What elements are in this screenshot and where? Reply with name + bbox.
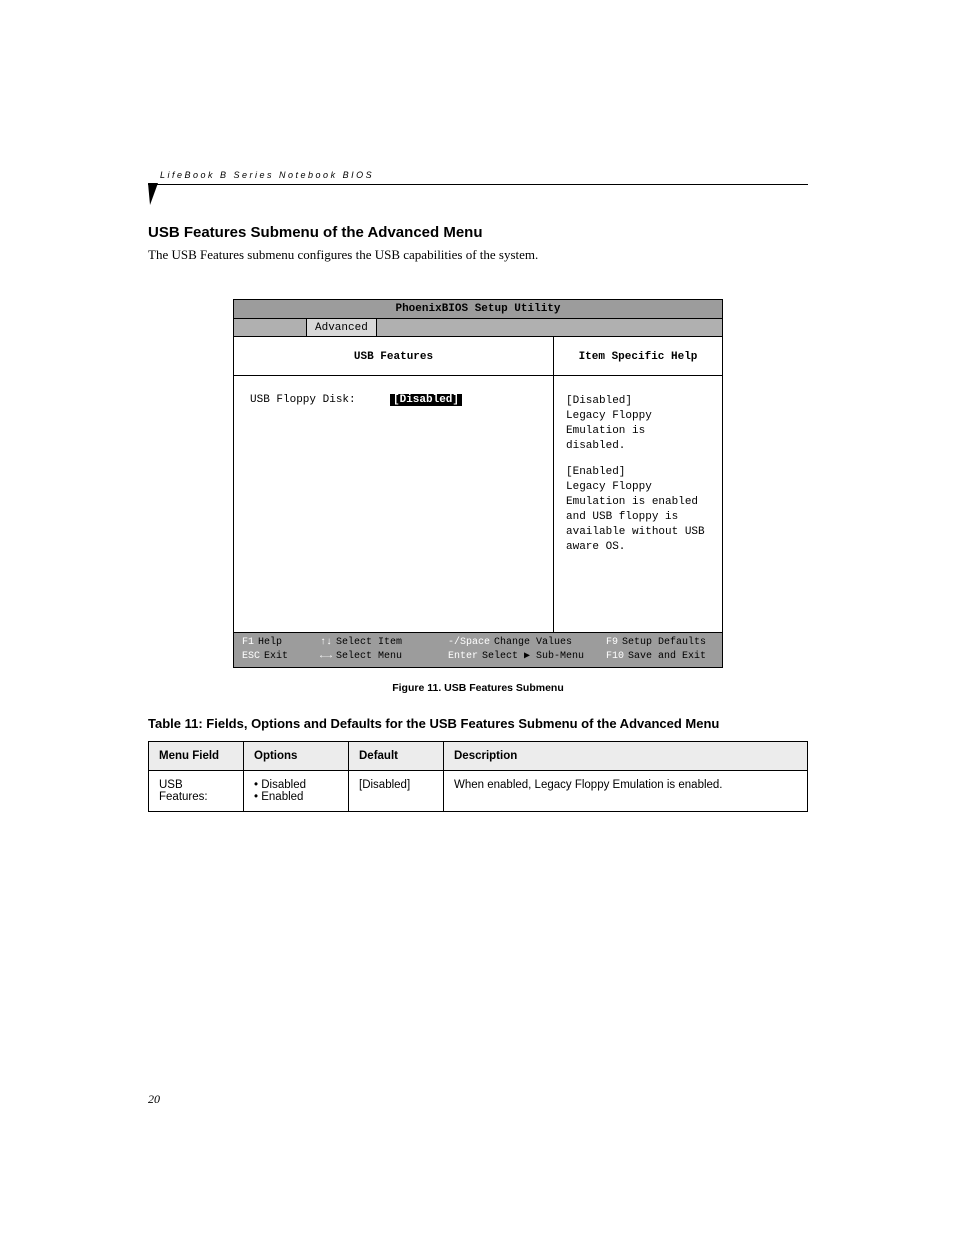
- help-disabled-title: [Disabled]: [566, 394, 710, 409]
- bios-field-value: [Disabled]: [390, 394, 462, 406]
- key-enter: Enter: [448, 650, 478, 664]
- header-text: LifeBook B Series Notebook BIOS: [148, 170, 808, 180]
- td-options: Disabled Enabled: [244, 771, 349, 812]
- key-f9: F9: [606, 636, 618, 650]
- key-f1: F1: [242, 636, 254, 650]
- td-description: When enabled, Legacy Floppy Emulation is…: [444, 771, 808, 812]
- th-description: Description: [444, 742, 808, 771]
- bios-right-header: Item Specific Help: [554, 337, 722, 376]
- table-header-row: Menu Field Options Default Description: [149, 742, 808, 771]
- bios-screenshot: PhoenixBIOS Setup Utility Advanced USB F…: [233, 299, 723, 668]
- bios-title: PhoenixBIOS Setup Utility: [234, 300, 722, 319]
- th-default: Default: [349, 742, 444, 771]
- key-f1-label: Help: [258, 636, 282, 650]
- help-enabled-title: [Enabled]: [566, 465, 710, 480]
- key-space-label: Change Values: [494, 636, 572, 650]
- header-triangle-icon: [148, 183, 158, 205]
- page-number: 20: [148, 1092, 160, 1107]
- td-default: [Disabled]: [349, 771, 444, 812]
- section-heading: USB Features Submenu of the Advanced Men…: [148, 224, 808, 241]
- bios-footer: F1 Help ↑↓ Select Item -/Space Change Value…: [234, 632, 722, 667]
- bios-field-row: USB Floppy Disk: [Disabled]: [250, 394, 537, 406]
- bios-field-label: USB Floppy Disk:: [250, 394, 390, 406]
- key-updown-label: Select Item: [336, 636, 402, 650]
- fields-table: Menu Field Options Default Description U…: [148, 741, 808, 812]
- table-row: USB Features: Disabled Enabled [Disabled…: [149, 771, 808, 812]
- page-header: LifeBook B Series Notebook BIOS: [148, 170, 808, 194]
- key-esc-label: Exit: [264, 650, 288, 664]
- figure-caption: Figure 11. USB Features Submenu: [148, 682, 808, 694]
- table-title: Table 11: Fields, Options and Defaults f…: [148, 716, 808, 731]
- help-enabled-text: Legacy Floppy Emulation is enabled and U…: [566, 480, 710, 554]
- key-space: -/Space: [448, 636, 490, 650]
- bios-tab-advanced: Advanced: [306, 319, 377, 336]
- bios-tab-bar: Advanced: [234, 319, 722, 337]
- option-enabled: Enabled: [254, 791, 338, 803]
- key-f9-label: Setup Defaults: [622, 636, 706, 650]
- key-f10: F10: [606, 650, 624, 664]
- header-rule: [148, 184, 808, 185]
- key-updown: ↑↓: [320, 636, 332, 650]
- th-menu-field: Menu Field: [149, 742, 244, 771]
- key-leftright-label: Select Menu: [336, 650, 402, 664]
- intro-paragraph: The USB Features submenu configures the …: [148, 247, 808, 263]
- key-f10-label: Save and Exit: [628, 650, 706, 664]
- help-disabled-text: Legacy Floppy Emulation is disabled.: [566, 409, 710, 454]
- bios-left-header: USB Features: [234, 337, 553, 376]
- option-disabled: Disabled: [254, 779, 338, 791]
- key-enter-label: Select ▶ Sub-Menu: [482, 650, 584, 664]
- th-options: Options: [244, 742, 349, 771]
- td-menu-field: USB Features:: [149, 771, 244, 812]
- key-esc: ESC: [242, 650, 260, 664]
- key-leftright: ←→: [320, 650, 332, 664]
